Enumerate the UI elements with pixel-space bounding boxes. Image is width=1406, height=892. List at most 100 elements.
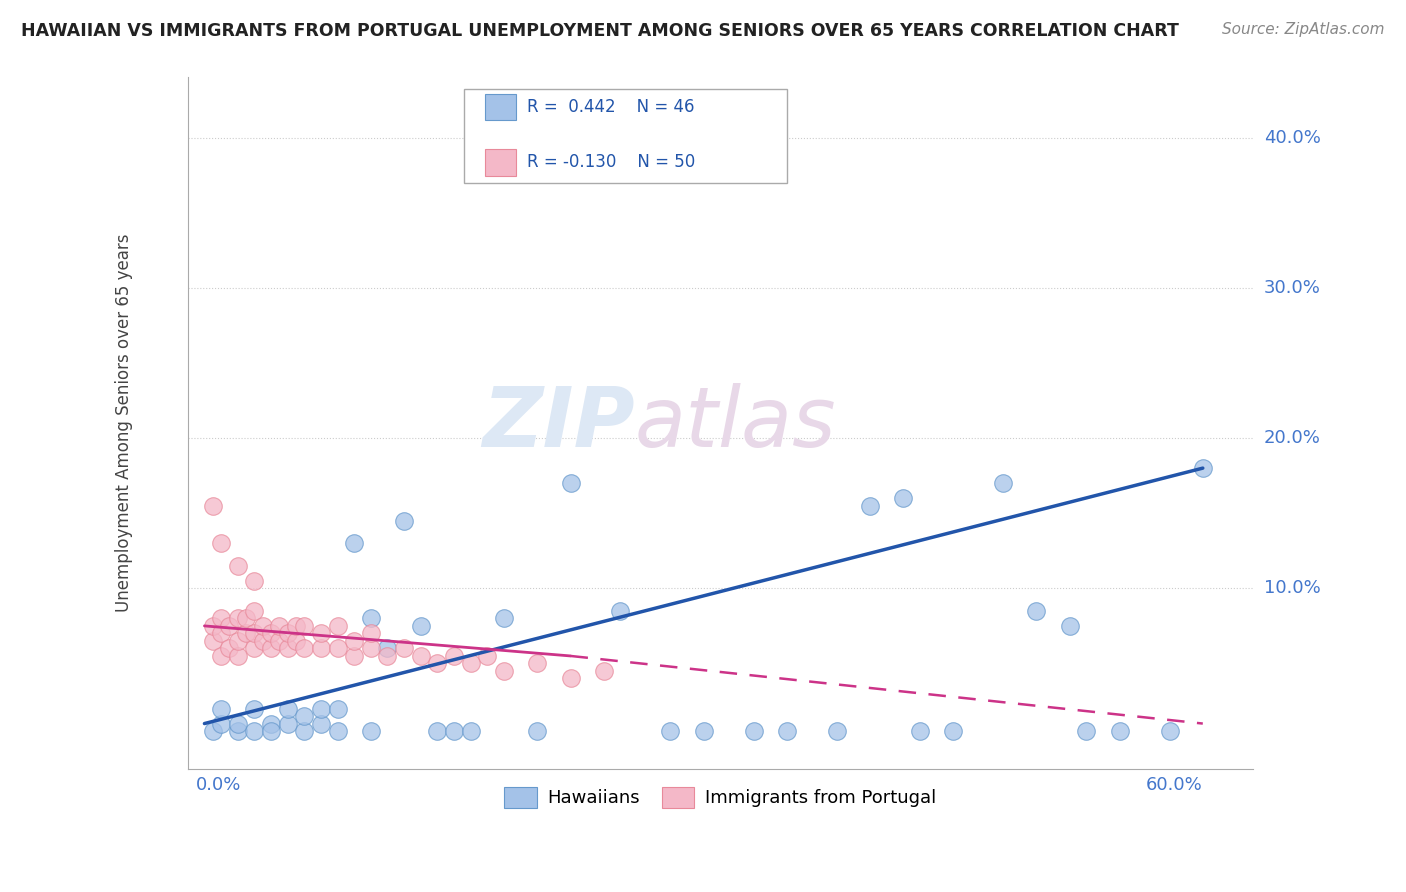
Point [443, 648, 465, 663]
Point [209, 648, 232, 663]
Point [1108, 724, 1130, 739]
Text: Unemployment Among Seniors over 65 years: Unemployment Among Seniors over 65 years [115, 234, 134, 612]
Point [277, 641, 299, 656]
Point [209, 701, 232, 715]
Point [460, 724, 482, 739]
Point [243, 574, 266, 588]
Point [209, 716, 232, 731]
Text: 60.0%: 60.0% [1146, 776, 1202, 794]
Point [742, 724, 765, 739]
Point [292, 709, 315, 723]
Point [201, 499, 224, 513]
Point [309, 701, 332, 715]
Point [243, 701, 266, 715]
Point [776, 724, 799, 739]
Point [252, 634, 274, 648]
Point [891, 491, 914, 505]
Point [226, 724, 249, 739]
Point [326, 724, 349, 739]
Point [426, 724, 449, 739]
Point [526, 657, 548, 671]
Point [269, 619, 291, 633]
Point [226, 716, 249, 731]
Text: 10.0%: 10.0% [1264, 579, 1320, 598]
Point [284, 619, 307, 633]
Point [1076, 724, 1098, 739]
Text: R = -0.130    N = 50: R = -0.130 N = 50 [527, 153, 696, 171]
Point [235, 626, 257, 640]
Point [243, 604, 266, 618]
Point [1025, 604, 1047, 618]
Point [226, 634, 249, 648]
Point [560, 672, 582, 686]
Point [218, 619, 240, 633]
Point [377, 648, 399, 663]
Point [309, 716, 332, 731]
Text: R =  0.442    N = 46: R = 0.442 N = 46 [527, 98, 695, 116]
Point [409, 619, 432, 633]
Text: 20.0%: 20.0% [1264, 429, 1320, 447]
Point [309, 641, 332, 656]
Point [609, 604, 631, 618]
Text: ZIP: ZIP [482, 383, 636, 464]
Text: 40.0%: 40.0% [1264, 128, 1320, 146]
Point [477, 648, 499, 663]
Point [277, 716, 299, 731]
Point [460, 657, 482, 671]
Point [492, 611, 515, 625]
Point [243, 641, 266, 656]
Point [326, 641, 349, 656]
Point [859, 499, 882, 513]
Point [343, 536, 366, 550]
Text: 30.0%: 30.0% [1264, 279, 1320, 297]
Point [360, 641, 382, 656]
Point [226, 558, 249, 573]
Point [260, 626, 283, 640]
Point [343, 648, 366, 663]
Point [235, 611, 257, 625]
Point [409, 648, 432, 663]
Point [492, 664, 515, 678]
Point [360, 724, 382, 739]
Point [942, 724, 965, 739]
Point [309, 626, 332, 640]
Point [392, 641, 415, 656]
Text: atlas: atlas [636, 383, 837, 464]
Point [326, 701, 349, 715]
Point [292, 641, 315, 656]
Text: HAWAIIAN VS IMMIGRANTS FROM PORTUGAL UNEMPLOYMENT AMONG SENIORS OVER 65 YEARS CO: HAWAIIAN VS IMMIGRANTS FROM PORTUGAL UNE… [21, 22, 1180, 40]
Point [252, 619, 274, 633]
Point [260, 716, 283, 731]
Point [659, 724, 682, 739]
Text: 0.0%: 0.0% [195, 776, 242, 794]
Point [226, 611, 249, 625]
Point [292, 724, 315, 739]
Legend: Hawaiians, Immigrants from Portugal: Hawaiians, Immigrants from Portugal [496, 780, 943, 815]
Point [360, 626, 382, 640]
Point [277, 626, 299, 640]
Point [218, 641, 240, 656]
Point [201, 724, 224, 739]
Point [260, 641, 283, 656]
Point [426, 657, 449, 671]
Point [326, 619, 349, 633]
Point [243, 724, 266, 739]
Point [260, 724, 283, 739]
Point [269, 634, 291, 648]
Point [392, 514, 415, 528]
Point [692, 724, 714, 739]
Point [526, 724, 548, 739]
Point [560, 476, 582, 491]
Point [284, 634, 307, 648]
Point [343, 634, 366, 648]
Point [360, 611, 382, 625]
Point [1059, 619, 1081, 633]
Point [201, 634, 224, 648]
Point [201, 619, 224, 633]
Point [825, 724, 848, 739]
Point [209, 611, 232, 625]
Point [277, 701, 299, 715]
Point [377, 641, 399, 656]
Point [209, 536, 232, 550]
Point [908, 724, 931, 739]
